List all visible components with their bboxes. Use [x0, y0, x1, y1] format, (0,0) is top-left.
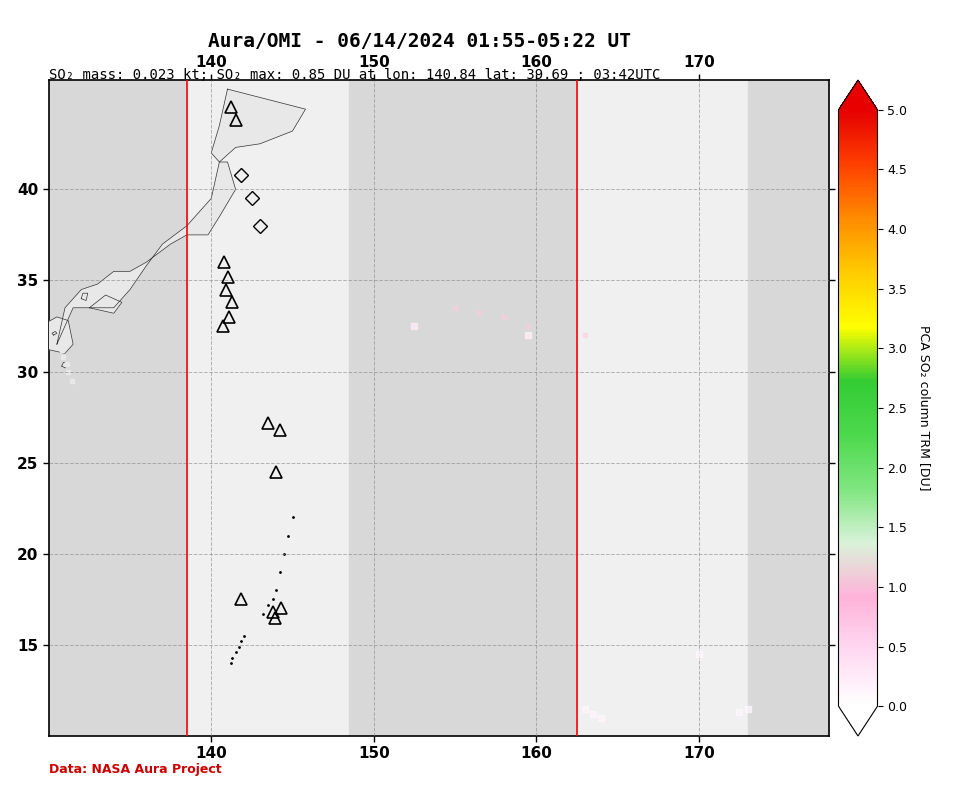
PathPatch shape [838, 706, 878, 736]
PathPatch shape [838, 80, 878, 110]
Bar [748, 80, 829, 736]
Polygon shape [41, 311, 47, 321]
Point [577, 329, 593, 342]
Polygon shape [52, 331, 57, 335]
Polygon shape [81, 294, 88, 301]
Polygon shape [41, 317, 73, 354]
Polygon shape [212, 89, 305, 162]
Point [448, 302, 463, 314]
Y-axis label: PCA SO₂ column TRM [DU]: PCA SO₂ column TRM [DU] [918, 326, 931, 490]
Polygon shape [61, 362, 66, 368]
Point [472, 307, 488, 320]
Bar [187, 80, 349, 736]
Point [521, 320, 536, 333]
Polygon shape [90, 295, 122, 314]
Bar [49, 80, 187, 736]
Polygon shape [57, 162, 236, 344]
Point [496, 310, 512, 323]
Polygon shape [0, 217, 41, 298]
Bar [349, 80, 577, 736]
Bar [577, 80, 748, 736]
Text: Data: NASA Aura Project: Data: NASA Aura Project [49, 763, 221, 776]
Text: Aura/OMI - 06/14/2024 01:55-05:22 UT: Aura/OMI - 06/14/2024 01:55-05:22 UT [208, 32, 631, 51]
Text: SO₂ mass: 0.023 kt; SO₂ max: 0.85 DU at lon: 140.84 lat: 39.69 ; 03:42UTC: SO₂ mass: 0.023 kt; SO₂ max: 0.85 DU at … [49, 68, 660, 82]
